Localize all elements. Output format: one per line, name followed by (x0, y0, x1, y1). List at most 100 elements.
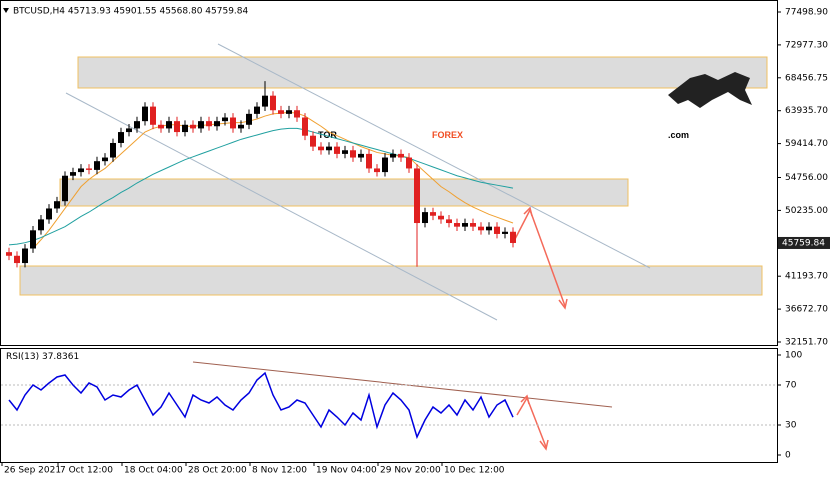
candle-body (94, 161, 100, 170)
y-tick-label: 0 (785, 451, 791, 461)
y-tick-label: 70 (785, 381, 797, 391)
candle-body (126, 128, 132, 133)
candle-body (262, 95, 268, 107)
rsi-last: 37.8361 (42, 352, 79, 362)
title-icon (3, 8, 9, 13)
candle-body (78, 168, 84, 173)
candle-body (326, 146, 332, 151)
candle-body (350, 150, 356, 158)
candle-body (390, 153, 396, 158)
candle-body (430, 212, 436, 216)
candle-body (198, 121, 204, 129)
candle-body (206, 121, 212, 127)
candle-body (294, 110, 300, 118)
y-tick-label: 54756.00 (785, 173, 828, 183)
arrow-head (523, 206, 568, 310)
rsi-panel (0, 348, 778, 463)
x-tick-label: 18 Oct 04:00 (124, 466, 183, 476)
candle-body (150, 106, 156, 125)
price-tag (778, 236, 830, 249)
trend-line (65, 92, 498, 321)
logo-icon (668, 72, 752, 108)
candle-body (510, 231, 516, 243)
zone (77, 56, 768, 89)
y-tick-label: 59414.70 (785, 139, 828, 149)
candle-body (238, 124, 244, 129)
y-tick-label: 100 (785, 351, 802, 361)
candle-body (214, 121, 220, 127)
logo-text: .com (668, 130, 689, 140)
candle-body (318, 146, 324, 151)
candle-body (142, 106, 148, 122)
candle-body (38, 219, 44, 231)
rsi-name: RSI(13) (6, 352, 39, 362)
candle-body (478, 226, 484, 231)
x-tick-label: 10 Dec 12:00 (444, 466, 505, 476)
moving-average (8, 127, 514, 246)
candle-body (382, 157, 388, 173)
candle-body (414, 168, 420, 224)
candle-body (502, 231, 508, 234)
candle-body (246, 113, 252, 125)
zone (19, 265, 763, 296)
y-tick-label: 50235.00 (785, 206, 828, 216)
rsi-line (8, 371, 514, 440)
candle-body (422, 212, 428, 224)
candle-body (358, 153, 364, 158)
y-tick-label: 68456.75 (785, 73, 828, 83)
candle-body (470, 223, 476, 227)
chart-title: BTCUSD,H4 45713.93 45901.55 45568.80 457… (13, 7, 249, 17)
x-tick-label: 8 Nov 12:00 (252, 466, 307, 476)
x-tick-label: 29 Nov 20:00 (380, 466, 441, 476)
candle-body (286, 110, 292, 114)
y-tick-label: 32151.70 (785, 338, 828, 348)
x-tick-label: 28 Oct 20:00 (188, 466, 247, 476)
candle-body (342, 150, 348, 154)
candle-body (454, 223, 460, 227)
candle-body (158, 124, 164, 129)
candle-body (182, 124, 188, 133)
candle-body (46, 208, 52, 220)
arrow-head (520, 394, 549, 451)
candle-body (486, 226, 492, 231)
candle-body (166, 121, 172, 129)
zone (59, 178, 629, 207)
candle-body (302, 117, 308, 136)
candle-body (54, 201, 60, 209)
candle-body (438, 215, 444, 220)
candle-body (6, 252, 12, 256)
candle-body (398, 153, 404, 158)
candle-body (22, 248, 28, 264)
candle-body (334, 146, 340, 154)
candle-body (70, 172, 76, 176)
candle-body (406, 157, 412, 169)
y-tick-label: 30 (785, 421, 797, 431)
candle-body (278, 110, 284, 114)
y-tick-label: 63935.70 (785, 106, 828, 116)
candle-body (222, 117, 228, 122)
y-tick-label: 77498.90 (785, 7, 828, 17)
rsi-title: RSI(13) 37.8361 (6, 352, 79, 362)
candle-body (446, 219, 452, 224)
candle-body (374, 168, 380, 173)
candle-body (110, 142, 116, 158)
candle-body (366, 153, 372, 169)
candle-body (14, 255, 20, 264)
trend-line (217, 43, 651, 269)
candle-body (86, 168, 92, 170)
x-tick-label: 26 Sep 2021 (4, 466, 61, 476)
candle-body (310, 135, 316, 147)
candle-body (462, 223, 468, 227)
candle-body (254, 106, 260, 114)
candle-body (190, 124, 196, 129)
candle-body (230, 117, 236, 129)
candle-body (102, 157, 108, 162)
candle-body (270, 95, 276, 111)
candle-body (118, 132, 124, 143)
candle-body (30, 230, 36, 249)
y-tick-label: 72977.30 (785, 40, 828, 50)
candle-body (134, 121, 140, 129)
x-tick-label: 7 Oct 12:00 (60, 466, 113, 476)
